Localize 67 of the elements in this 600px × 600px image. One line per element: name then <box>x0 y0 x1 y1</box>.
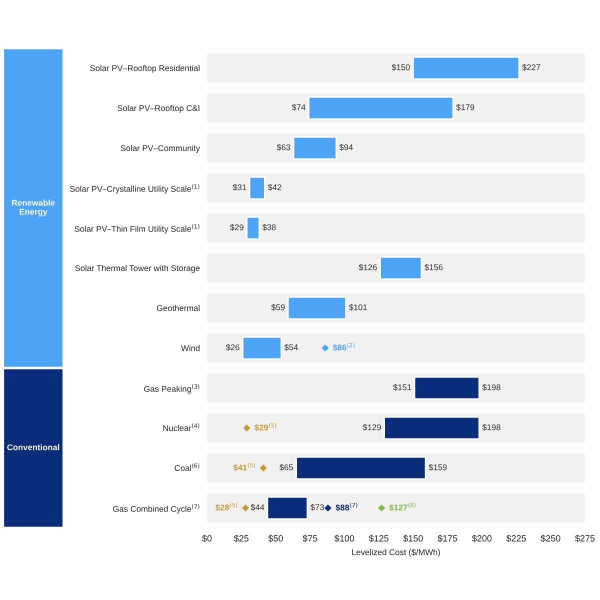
x-tick-label: $100 <box>334 534 354 542</box>
y-tick-label: Gas Combined Cycle$^{(7)}$ <box>113 504 200 514</box>
x-tick-label: $175 <box>438 534 458 542</box>
y-tick-label: Solar PV–Community <box>120 144 200 153</box>
data-label: $198 <box>482 424 500 431</box>
bar <box>384 416 480 440</box>
data-label: $159 <box>428 464 447 471</box>
data-label: $41$^{(5)}$ <box>233 462 256 472</box>
text: Renewable Energy <box>12 200 55 216</box>
annotation: $74 <box>292 104 306 111</box>
data-label: $94 <box>339 144 353 151</box>
x-tick-label: $25 <box>234 534 249 542</box>
data-label: $127$^{(8)}$ <box>389 502 416 512</box>
annotation: $44 <box>250 504 264 511</box>
bar <box>246 216 260 240</box>
annotation: $59 <box>271 304 285 311</box>
y-tick-label: Solar PV–Rooftop Residential <box>90 64 200 73</box>
data-label: $156 <box>424 264 443 271</box>
annotation: $65 <box>280 464 293 471</box>
data-label: $54 <box>284 344 298 351</box>
x-tick-label: $250 <box>540 534 560 542</box>
annotation: $151 <box>393 384 412 391</box>
bar <box>248 176 266 200</box>
bar <box>292 136 337 160</box>
bar <box>266 496 308 520</box>
annotation: $63 <box>276 144 290 151</box>
data-label: $88$^{(7)}$ <box>336 502 358 512</box>
y-tick-label: Geothermal <box>156 304 200 312</box>
x-tick-label: $275 <box>575 534 595 542</box>
y-tick-label: Coal$^{(6)}$ <box>174 463 200 472</box>
bar <box>242 336 282 360</box>
data-label: $179 <box>456 104 474 111</box>
y-tick-label: Solar PV–Crystalline Utility Scale$^{(1)}$ <box>70 184 200 194</box>
data-label: $38 <box>262 224 276 231</box>
annotation: $126 <box>358 264 377 271</box>
bar <box>414 376 480 400</box>
annotation: $31 <box>232 184 246 191</box>
y-tick-label: Wind <box>181 344 200 352</box>
y-tick-label: Nuclear$^{(4)}$ <box>163 423 200 432</box>
x-tick-label: $200 <box>472 534 492 542</box>
x-tick-label: $225 <box>506 534 526 542</box>
data-label: $227 <box>522 64 540 71</box>
bar <box>412 56 520 80</box>
text: Conventional <box>7 444 60 450</box>
annotation: $150 <box>392 64 410 71</box>
x-tick-label: $150 <box>403 534 423 542</box>
x-tick-label: $125 <box>368 534 388 542</box>
data-label: $29$^{(5)}$ <box>254 422 276 432</box>
x-tick-label: $50 <box>268 534 283 542</box>
y-tick-label: Gas Peaking$^{(3)}$ <box>144 384 200 394</box>
data-label: $42 <box>268 184 282 191</box>
x-tick-label: $75 <box>302 534 318 542</box>
annotation: $129 <box>362 424 381 431</box>
data-label: $86$^{(2)}$ <box>332 342 355 352</box>
x-axis-title: Levelized Cost ($/MWh) <box>352 548 440 557</box>
data-label: $198 <box>482 384 500 391</box>
annotation: $29 <box>230 224 244 231</box>
data-label: $73 <box>310 504 324 511</box>
data-label: $28$^{(5)}$ <box>216 502 238 512</box>
bar <box>287 296 347 320</box>
y-tick-label: Solar Thermal Tower with Storage <box>75 264 200 273</box>
x-tick-label: $0 <box>202 534 212 542</box>
annotation: $26 <box>226 344 240 351</box>
data-label: $101 <box>348 304 367 311</box>
y-tick-label: Solar PV–Rooftop C&I <box>118 104 200 113</box>
bar <box>380 256 422 280</box>
y-tick-label: Solar PV–Thin Film Utility Scale$^{(1)}$ <box>74 224 200 234</box>
